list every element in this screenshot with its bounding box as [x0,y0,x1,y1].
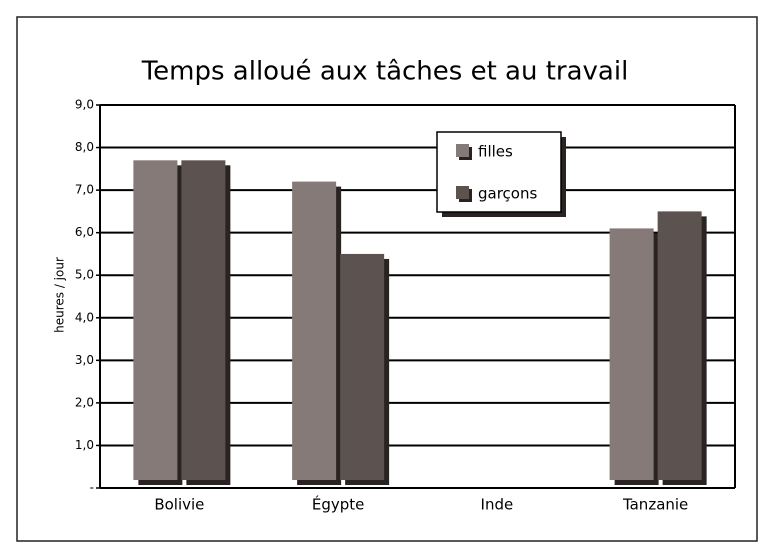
x-tick-label: Inde [481,496,514,514]
y-tick-label: 9,0 [75,98,94,112]
y-tick-label: 1,0 [75,438,94,452]
legend-swatch [456,144,469,157]
y-tick-label: 8,0 [75,140,94,154]
bar [133,160,178,481]
y-tick-label: 6,0 [75,225,94,239]
x-tick-label: Tanzanie [622,496,688,514]
legend-label: filles [478,143,513,161]
x-tick-label: Égypte [312,495,365,514]
bar [340,253,385,480]
frame [16,16,758,542]
bar [181,160,226,481]
y-tick-label: 3,0 [75,353,94,367]
y-tick-label: 5,0 [75,268,94,282]
y-tick-label: 2,0 [75,395,94,409]
y-tick-label: 7,0 [75,183,94,197]
chart-title: Temps alloué aux tâches et au travail [141,57,629,87]
bar [292,181,337,480]
x-tick-label: Bolivie [154,496,204,514]
bar [609,228,654,480]
bar [657,211,702,480]
legend-swatch [456,186,469,199]
y-tick-label: 4,0 [75,310,94,324]
y-tick-label: - [90,481,94,495]
y-axis-label: heures / jour [53,257,67,333]
legend-label: garçons [478,185,537,203]
